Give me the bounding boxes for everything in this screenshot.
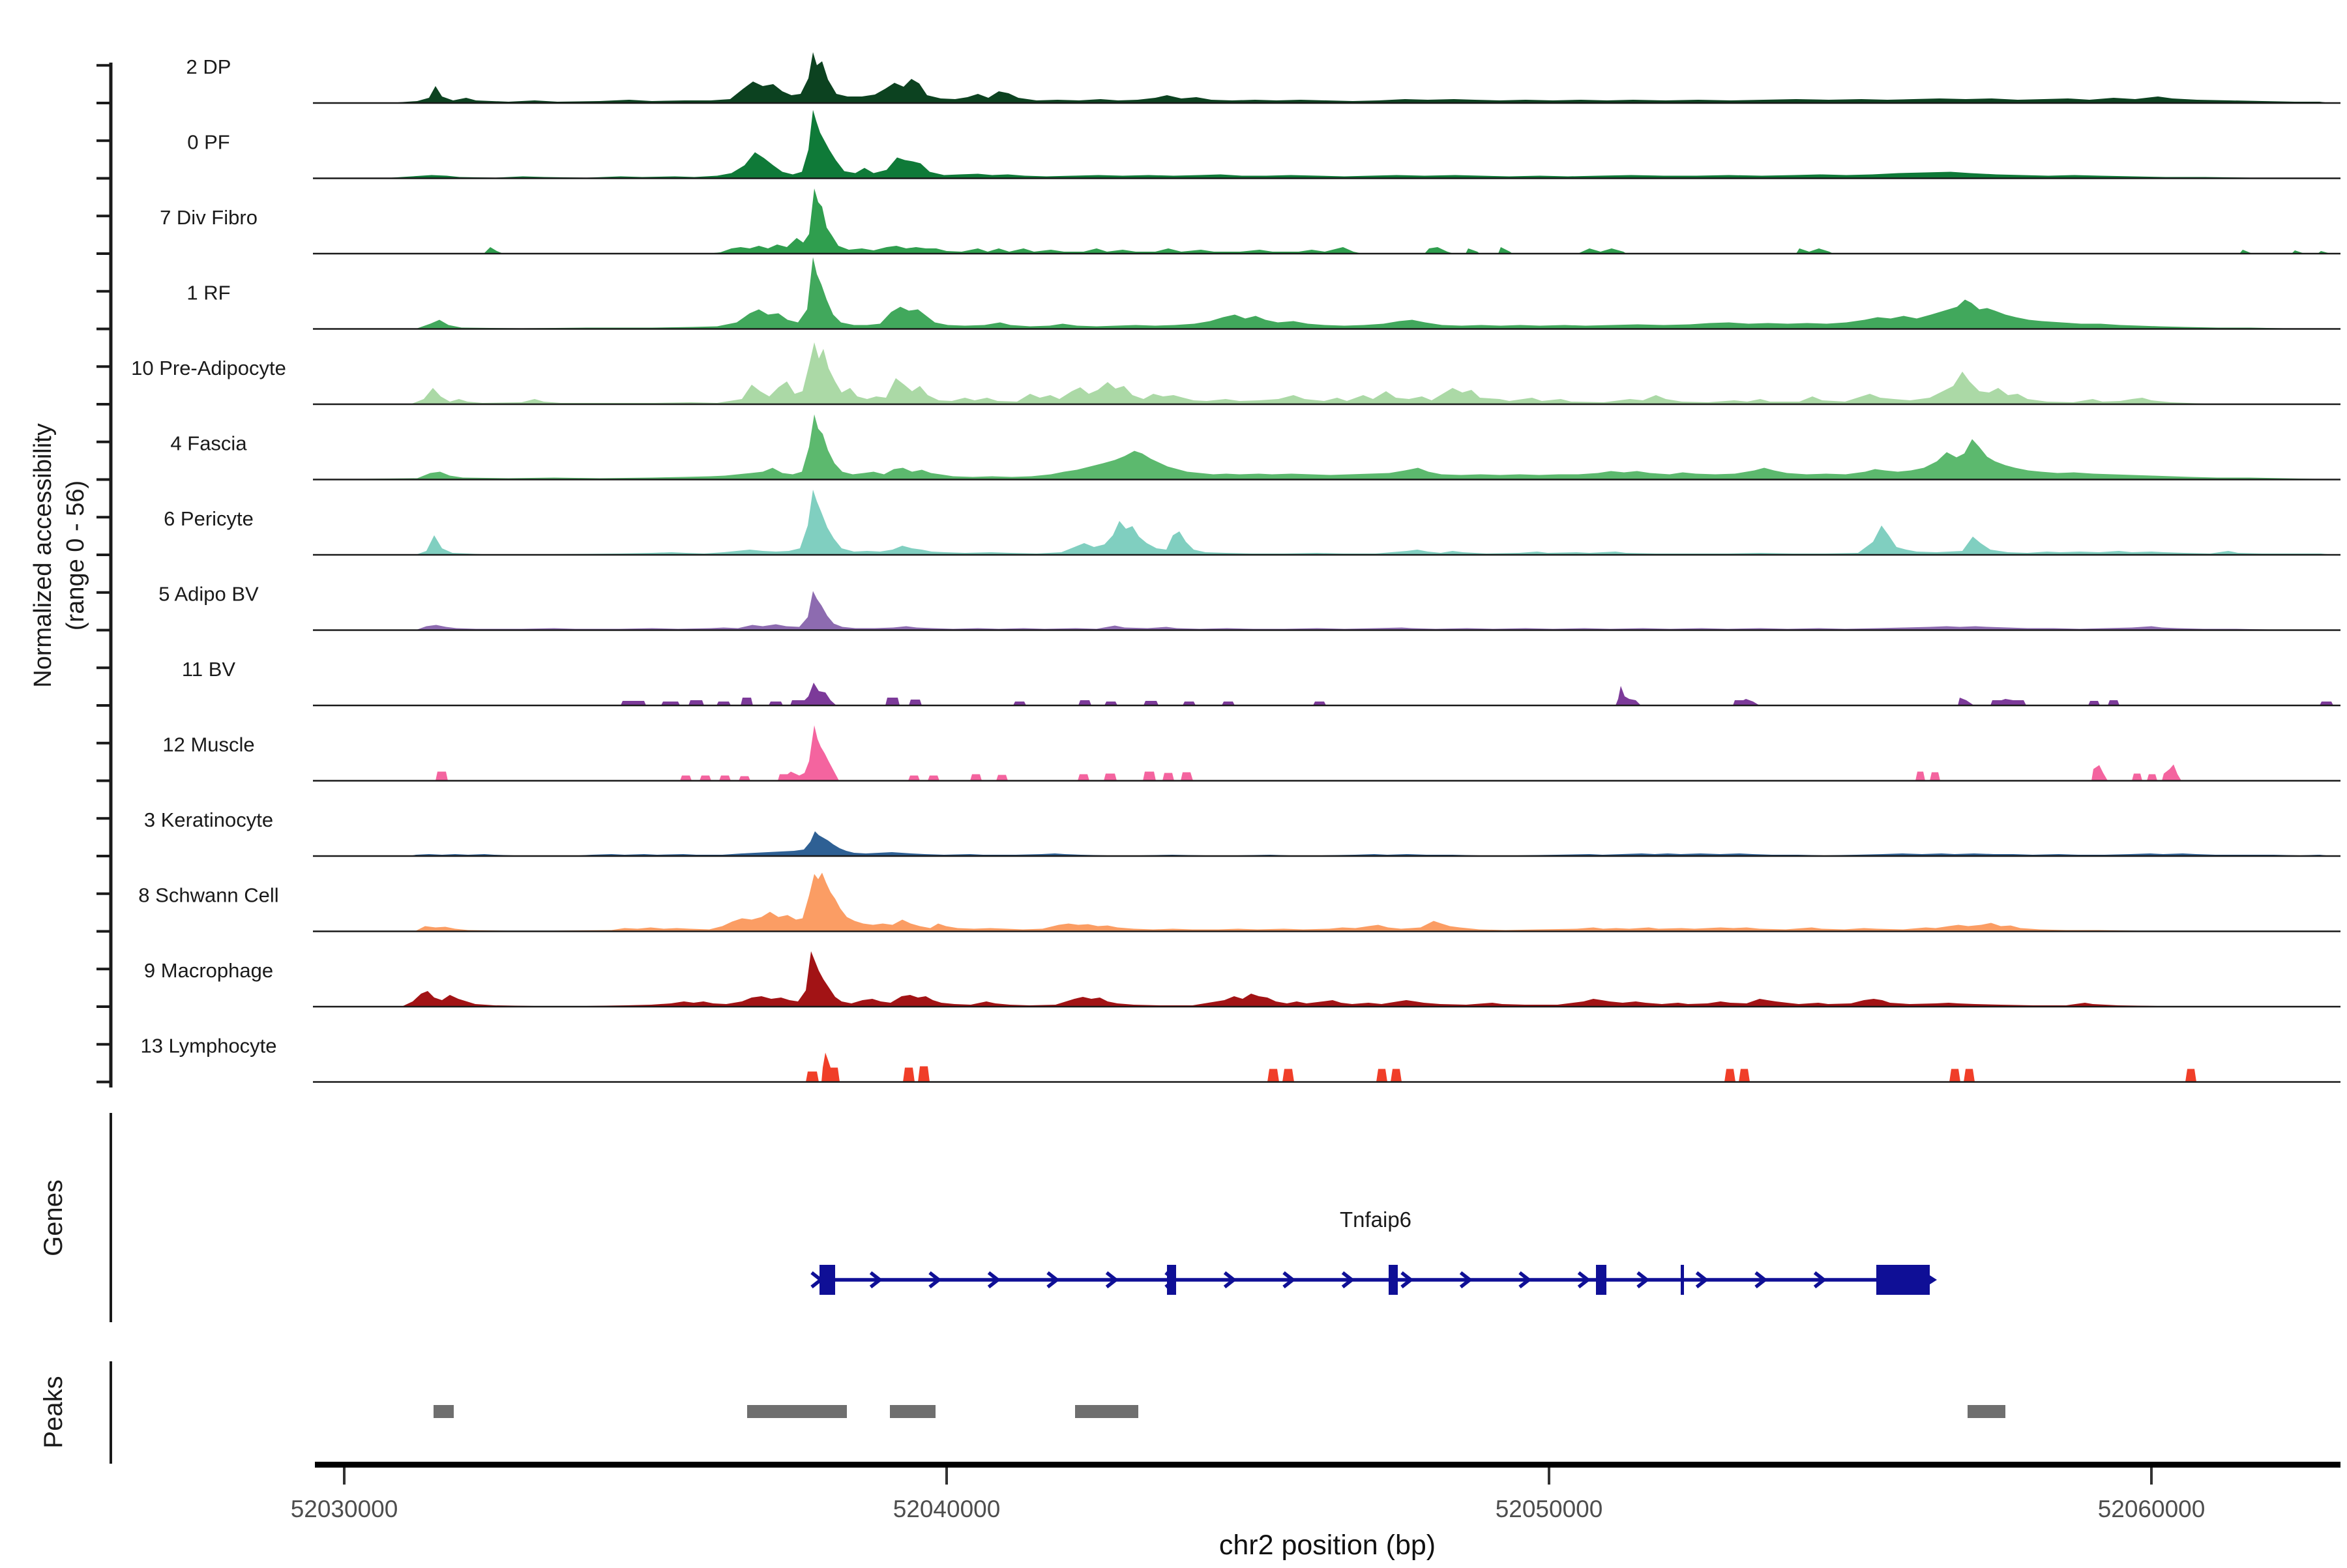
strand-arrow-icon [1636,1271,1650,1289]
x-tick-label: 52050000 [1496,1496,1603,1522]
track-label-13-lymphocyte: 13 Lymphocyte [140,1035,276,1058]
track-row: 5 Adipo BV [158,583,2340,631]
strand-arrow-icon [1577,1271,1591,1289]
track-label-6-pericyte: 6 Pericyte [164,507,254,530]
peak-region-box [434,1405,454,1418]
track-label-5-adipo-bv: 5 Adipo BV [158,583,259,606]
x-axis: 52030000 52040000 52050000 52060000 chr2 po… [291,1462,2340,1561]
track-signal-area [313,257,2340,329]
track-row: 9 Macrophage [144,951,2340,1008]
strand-arrow-icon [1518,1271,1532,1289]
gene-exon [1167,1265,1176,1295]
track-label-8-schwann-cell: 8 Schwann Cell [138,884,278,907]
track-row: 1 RF [186,257,2340,330]
gene-exon [1596,1265,1606,1295]
track-signal-area [313,188,2340,254]
peak-region-box [1968,1405,2005,1418]
track-row: 4 Fascia [170,414,2340,481]
track-signal-area [313,872,2340,932]
track-label-11-bv: 11 BV [182,658,235,681]
strand-arrow-icon [1813,1271,1827,1289]
track-label-1-rf: 1 RF [186,282,230,304]
y-axis: Normalized accessibility (range 0 - 56) [29,63,113,1087]
track-signal-area [313,342,2340,404]
track-label-2-dp: 2 DP [186,55,231,78]
peaks-section: Peaks [39,1361,2005,1464]
strand-arrow-icon [1046,1271,1060,1289]
y-axis-label-line2: (range 0 - 56) [62,481,89,630]
strand-arrow-icon [1459,1271,1473,1289]
track-row: 2 DP [186,52,2340,104]
x-axis-ticks: 52030000 52040000 52050000 52060000 [291,1468,2206,1522]
y-axis-ticks [96,64,111,1084]
track-label-9-macrophage: 9 Macrophage [144,959,273,982]
track-signal-area [313,110,2340,179]
track-signal-area [313,683,2340,705]
gene-name-label: Tnfaip6 [1340,1207,1411,1232]
tracks-layer: 2 DP 0 PF 7 Div Fibro 1 RF 10 Pre-Adipocyte 4… [131,52,2340,1083]
track-label-4-fascia: 4 Fascia [170,432,247,455]
track-signal-area [313,951,2340,1007]
track-signal-area [313,725,2340,781]
track-row: 7 Div Fibro [160,188,2340,255]
peak-region-box [890,1405,936,1418]
track-row: 13 Lymphocyte [140,1035,2340,1083]
gene-model-layer [810,1265,1937,1295]
track-row: 10 Pre-Adipocyte [131,342,2340,406]
track-row: 0 PF [187,110,2340,179]
track-signal-area [313,52,2340,103]
track-signal-area [313,490,2340,555]
peak-region-box [747,1405,847,1418]
x-tick-label: 52040000 [893,1496,1001,1522]
strand-arrow-icon [1754,1271,1768,1289]
track-signal-area [313,831,2340,856]
track-signal-area [313,414,2340,480]
strand-arrow-icon [1695,1271,1709,1289]
track-signal-area [313,1052,2340,1082]
x-tick-label: 52060000 [2098,1496,2206,1522]
genes-section: Genes Tnfaip6 [39,1113,1937,1322]
track-label-3-keratinocyte: 3 Keratinocyte [144,808,273,831]
peak-boxes-layer [434,1405,2005,1418]
peak-region-box [1075,1405,1138,1418]
strand-arrow-icon [810,1271,824,1289]
track-label-0-pf: 0 PF [187,131,229,154]
track-row: 3 Keratinocyte [144,808,2340,857]
track-row: 11 BV [182,658,2340,707]
strand-arrow-icon [1400,1271,1414,1289]
track-row: 6 Pericyte [164,490,2340,556]
strand-arrow-icon [928,1271,942,1289]
track-signal-area [313,591,2340,630]
track-row: 8 Schwann Cell [138,872,2340,932]
gene-exon [1681,1265,1684,1295]
y-axis-label-line1: Normalized accessibility [29,423,57,687]
gene-exon [1389,1265,1398,1295]
strand-arrow-icon [1341,1271,1355,1289]
x-axis-line [315,1462,2340,1468]
gene-end-arrow-icon [1930,1275,1937,1284]
gene-exon [819,1265,835,1295]
track-row: 12 Muscle [162,725,2340,782]
track-label-10-pre-adipocyte: 10 Pre-Adipocyte [131,357,286,379]
strand-arrow-icon [1282,1271,1296,1289]
track-label-12-muscle: 12 Muscle [162,733,254,756]
strand-arrow-icon [869,1271,883,1289]
x-tick-label: 52030000 [291,1496,398,1522]
strand-arrow-icon [1223,1271,1237,1289]
track-label-7-div-fibro: 7 Div Fibro [160,206,258,229]
peaks-section-label: Peaks [39,1376,68,1448]
gene-exon [1876,1265,1930,1295]
x-axis-title: chr2 position (bp) [1219,1530,1436,1561]
strand-arrow-icon [1105,1271,1119,1289]
genes-section-label: Genes [39,1179,68,1256]
strand-arrow-icon [987,1271,1001,1289]
